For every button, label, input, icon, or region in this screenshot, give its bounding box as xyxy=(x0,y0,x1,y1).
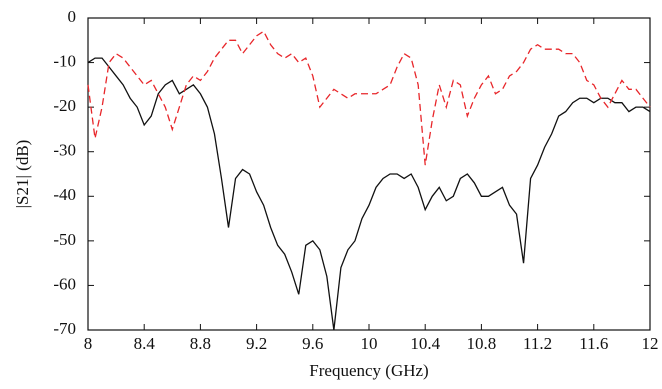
y-tick-label: -10 xyxy=(53,51,76,70)
y-tick-label: -20 xyxy=(53,96,76,115)
x-tick-label: 9.2 xyxy=(246,334,267,353)
y-tick-label: -50 xyxy=(53,230,76,249)
x-tick-label: 11.2 xyxy=(523,334,552,353)
x-tick-label: 11.6 xyxy=(579,334,608,353)
y-tick-label: -60 xyxy=(53,274,76,293)
y-axis-label: |S21| (dB) xyxy=(13,140,32,209)
x-tick-label: 8.8 xyxy=(190,334,211,353)
y-tick-label: -70 xyxy=(53,319,76,338)
x-tick-label: 10 xyxy=(361,334,378,353)
y-tick-label: -40 xyxy=(53,185,76,204)
x-tick-label: 10.4 xyxy=(410,334,440,353)
plot-frame xyxy=(87,17,651,331)
y-tick-label: 0 xyxy=(68,7,77,26)
x-tick-label: 8.4 xyxy=(134,334,156,353)
x-tick-label: 12 xyxy=(642,334,659,353)
x-axis-label: Frequency (GHz) xyxy=(309,361,428,380)
x-tick-label: 10.8 xyxy=(467,334,497,353)
x-tick-label: 8 xyxy=(84,334,93,353)
series-line xyxy=(87,30,651,166)
y-tick-label: -30 xyxy=(53,141,76,160)
x-tick-label: 9.6 xyxy=(302,334,323,353)
series-line xyxy=(87,57,651,331)
